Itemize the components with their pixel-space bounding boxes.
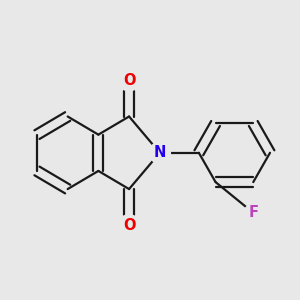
- Circle shape: [149, 142, 170, 164]
- Text: O: O: [123, 73, 135, 88]
- Circle shape: [118, 70, 140, 91]
- Text: O: O: [123, 218, 135, 233]
- Text: F: F: [248, 205, 258, 220]
- Text: N: N: [154, 145, 166, 160]
- Circle shape: [118, 215, 140, 236]
- Circle shape: [244, 204, 262, 222]
